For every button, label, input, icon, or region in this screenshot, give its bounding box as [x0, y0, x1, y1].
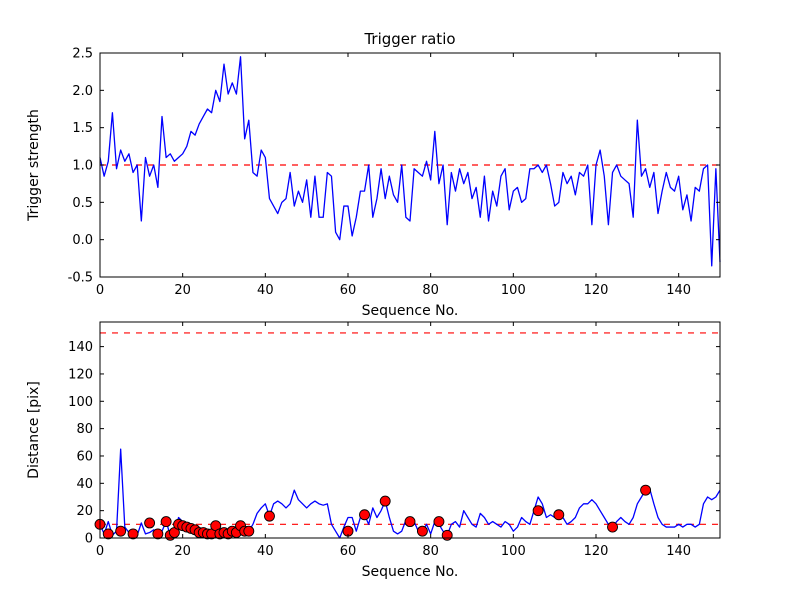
y-tick-label: 40 — [76, 477, 93, 492]
y-tick-label: 1.0 — [72, 159, 93, 174]
y-tick-label: 20 — [76, 504, 93, 519]
scatter-point — [553, 509, 565, 521]
y-tick-label: 2.0 — [72, 84, 93, 99]
x-tick-label: 80 — [422, 544, 439, 559]
y-tick-label: 1.5 — [72, 121, 93, 136]
scatter-point — [359, 509, 370, 521]
scatter-point — [152, 528, 164, 540]
distance-plot: 0 20 40 60 80 100 120 140 0 20 40 60 80 100 120 140 Sequ… — [26, 321, 721, 580]
x-tick-label: 80 — [422, 283, 439, 298]
y-tick-label: 2.5 — [72, 47, 93, 62]
y-tick-label: 60 — [76, 449, 93, 464]
y-tick-label: 0.5 — [72, 196, 93, 211]
scatter-point — [379, 495, 391, 507]
x-axis-label: Sequence No. — [362, 303, 459, 319]
scatter-point — [102, 528, 114, 540]
scatter-point — [640, 484, 652, 496]
scatter-point — [416, 525, 428, 537]
scatter-point — [243, 525, 255, 537]
y-axis-label: Distance [pix] — [26, 381, 42, 479]
y-axis-label: Trigger strength — [26, 109, 42, 222]
x-tick-label: 0 — [96, 283, 104, 298]
x-tick-label: 140 — [666, 283, 691, 298]
x-tick-label: 100 — [501, 283, 526, 298]
x-tick-label: 60 — [340, 283, 357, 298]
y-tick-label: 0 — [85, 532, 93, 547]
scatter-point — [144, 517, 156, 529]
y-tick-label: 80 — [76, 422, 93, 437]
y-tick-label: 0.0 — [72, 233, 93, 248]
trigger-strength-line — [99, 56, 721, 267]
x-tick-label: 120 — [584, 283, 609, 298]
scatter-point — [264, 510, 275, 522]
scatter-point — [160, 516, 172, 528]
x-axis-label: Sequence No. — [362, 564, 459, 580]
trigger-ratio-plot: 0 20 40 60 80 100 120 140 -0.5 0.0 0.5 1.0 1.5 2.0 2.5… — [26, 30, 721, 319]
chart-title: Trigger ratio — [363, 30, 455, 48]
x-tick-label: 120 — [584, 544, 609, 559]
x-tick-label: 20 — [174, 544, 191, 559]
x-tick-label: 40 — [257, 283, 274, 298]
axes-frame — [99, 52, 721, 278]
scatter-point — [607, 521, 618, 533]
y-tick-label: 100 — [68, 395, 93, 410]
axes-frame — [99, 321, 721, 539]
x-tick-label: 40 — [257, 544, 274, 559]
scatter-point — [532, 505, 544, 517]
scatter-point — [433, 516, 445, 528]
x-tick-label: 100 — [501, 544, 526, 559]
scatter-point — [127, 528, 139, 540]
x-tick-label: 0 — [96, 544, 104, 559]
y-tick-label: 120 — [68, 367, 93, 382]
y-tick-label: 140 — [68, 340, 93, 355]
scatter-point — [404, 516, 416, 528]
x-tick-label: 60 — [340, 544, 357, 559]
scatter-point — [441, 529, 453, 541]
scatter-point — [115, 525, 127, 537]
x-tick-label: 20 — [174, 283, 191, 298]
x-tick-label: 140 — [666, 544, 691, 559]
y-tick-label: -0.5 — [68, 271, 93, 286]
